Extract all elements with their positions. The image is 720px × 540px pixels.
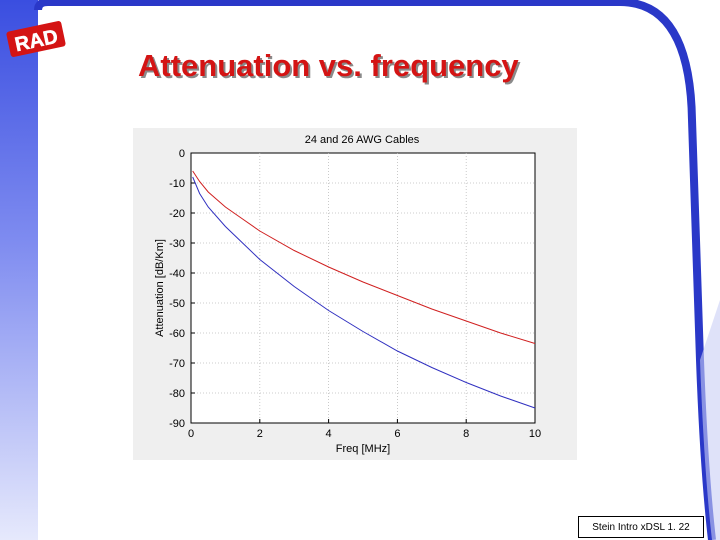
x-axis-ticks: 0 2 4 6 8 10	[188, 419, 541, 440]
x-tick-label: 6	[394, 428, 400, 440]
y-tick-label: -90	[169, 418, 185, 430]
x-axis-label: Freq [MHz]	[336, 443, 390, 455]
y-axis-ticks: 0 -10 -20 -30 -40 -50 -60 -70 -80 -90	[169, 148, 195, 430]
y-tick-label: -40	[169, 268, 185, 280]
y-tick-label: -10	[169, 178, 185, 190]
chart-panel: 24 and 26 AWG Cables 0 -10 -20 -30 -40 -50 -60…	[133, 128, 577, 460]
y-tick-label: -50	[169, 298, 185, 310]
x-tick-label: 10	[529, 428, 541, 440]
x-tick-label: 2	[257, 428, 263, 440]
y-tick-label: -60	[169, 328, 185, 340]
x-tick-label: 8	[463, 428, 469, 440]
y-tick-label: -70	[169, 358, 185, 370]
plot-area	[190, 152, 536, 424]
y-tick-label: 0	[179, 148, 185, 160]
y-tick-label: -80	[169, 388, 185, 400]
slide-title: Attenuation vs. frequency	[138, 48, 519, 83]
y-tick-label: -20	[169, 208, 185, 220]
series-line-1	[192, 176, 536, 409]
x-tick-label: 0	[188, 428, 194, 440]
attenuation-chart: 24 and 26 AWG Cables 0 -10 -20 -30 -40 -50 -60…	[154, 134, 541, 455]
footer-slide-number: Stein Intro xDSL 1. 22	[578, 516, 704, 538]
y-tick-label: -30	[169, 238, 185, 250]
grid-lines	[191, 153, 535, 423]
chart-title: 24 and 26 AWG Cables	[305, 134, 420, 146]
x-tick-label: 4	[326, 428, 332, 440]
y-axis-label: Attenuation [dB/Km]	[154, 239, 166, 337]
series-line-2	[192, 170, 536, 344]
rad-logo: RAD	[4, 18, 68, 60]
left-gradient-band	[0, 0, 38, 540]
series-lines	[192, 170, 536, 409]
